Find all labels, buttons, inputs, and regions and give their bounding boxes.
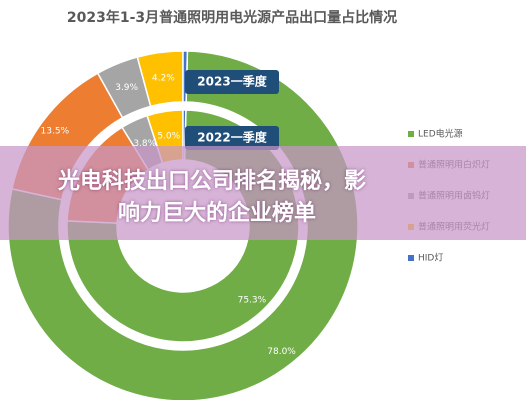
banner-line: 光电科技出口公司排名揭秘，影 bbox=[58, 169, 367, 194]
data-label: 5.0% bbox=[157, 132, 180, 142]
series-callout bbox=[185, 126, 279, 150]
legend-swatch bbox=[408, 255, 414, 261]
data-label: 13.5% bbox=[41, 127, 70, 137]
series-callout bbox=[185, 70, 279, 94]
banner bbox=[0, 146, 526, 240]
series-name: 2022一季度 bbox=[197, 130, 267, 145]
legend-label: HID灯 bbox=[418, 253, 443, 264]
data-label: 75.3% bbox=[238, 295, 267, 305]
series-name: 2023一季度 bbox=[197, 74, 267, 89]
data-label: 4.2% bbox=[152, 73, 175, 83]
banner-line: 响力巨大的企业榜单 bbox=[118, 201, 317, 226]
data-label: 3.9% bbox=[115, 83, 138, 93]
data-label: 78.0% bbox=[267, 347, 296, 357]
legend-label: LED电光源 bbox=[418, 128, 463, 140]
data-label: 3.8% bbox=[133, 139, 156, 149]
legend-swatch bbox=[408, 131, 414, 137]
banner-text: 光电科技出口公司排名揭秘，影 响力巨大的企业榜单 bbox=[58, 166, 458, 230]
chart-title: 2023年1-3月普通照明用电光源产品出口量占比情况 bbox=[67, 9, 397, 26]
